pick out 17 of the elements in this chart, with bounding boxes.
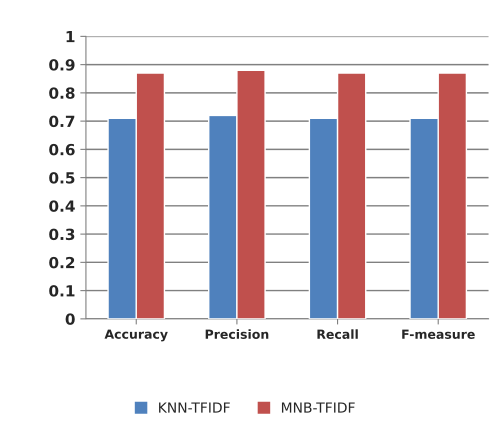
y-tick-label: 0.2 [49,256,74,268]
y-tick-label: 0.7 [49,116,74,128]
legend-label: MNB-TFIDF [282,402,355,413]
y-tick-label: 0.9 [49,59,75,71]
y-tick-label: 0.6 [49,144,75,156]
y-tick-label: 0.5 [49,172,74,184]
y-tick-label: 0.3 [49,228,74,240]
x-tick-label: F-measure [402,330,475,339]
x-tick-label: Recall [317,329,358,339]
x-tick-label: Accuracy [104,330,168,342]
y-tick-label: 0.4 [49,200,75,212]
y-tick-label: 0 [66,313,75,325]
y-tick-label: 0.8 [49,87,75,99]
legend-label: KNN-TFIDF [159,402,230,413]
x-tick-label: Precision [206,329,268,339]
y-tick-label: 1 [66,31,74,42]
y-tick-label: 0.1 [49,285,74,297]
